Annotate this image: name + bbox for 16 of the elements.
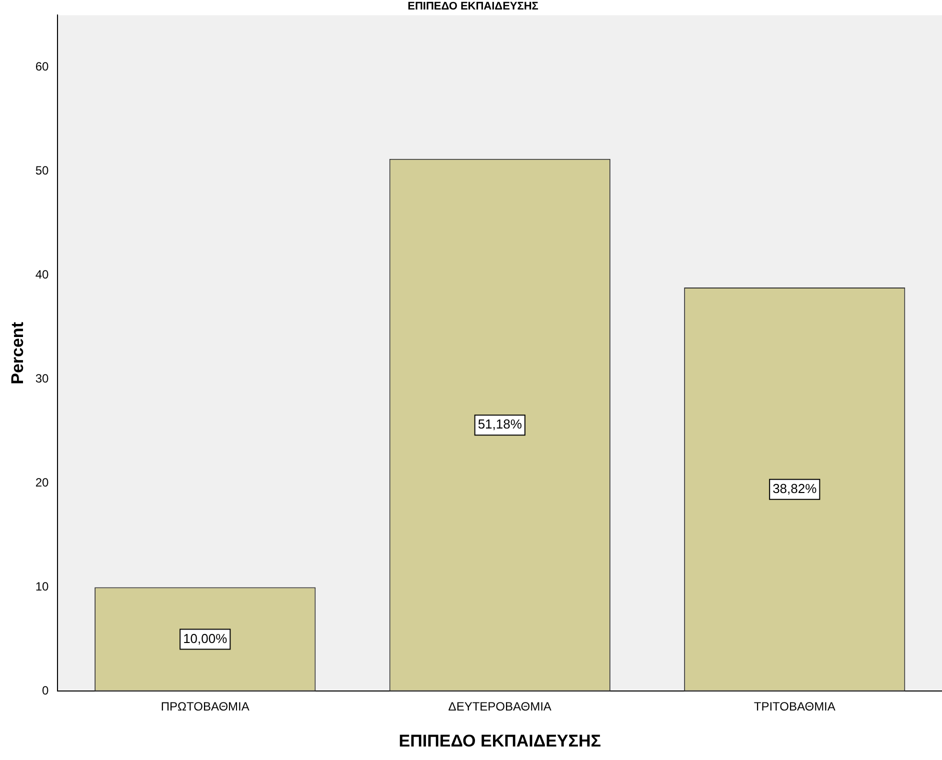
y-tick-label: 60	[35, 60, 50, 74]
data-label: 10,00%	[183, 630, 228, 646]
chart-title: ΕΠΙΠΕΔΟ ΕΚΠΑΙΔΕΥΣΗΣ	[408, 0, 539, 13]
y-tick-label: 30	[35, 372, 50, 386]
y-tick-label: 10	[35, 580, 50, 594]
x-tick-label: ΔΕΥΤΕΡΟΒΑΘΜΙΑ	[448, 700, 552, 714]
y-tick-label: 40	[35, 268, 50, 282]
y-axis-title: Percent	[8, 322, 27, 384]
x-tick-label: ΠΡΩΤΟΒΑΘΜΙΑ	[160, 700, 250, 714]
y-tick-label: 0	[42, 684, 50, 698]
x-tick-label: ΤΡΙΤΟΒΑΘΜΙΑ	[754, 700, 836, 714]
y-tick-label: 20	[35, 476, 50, 490]
data-label: 51,18%	[478, 416, 522, 432]
x-axis-title: ΕΠΙΠΕΔΟ ΕΚΠΑΙΔΕΥΣΗΣ	[398, 731, 601, 750]
y-tick-label: 50	[35, 164, 50, 178]
data-label: 38,82%	[772, 480, 818, 496]
